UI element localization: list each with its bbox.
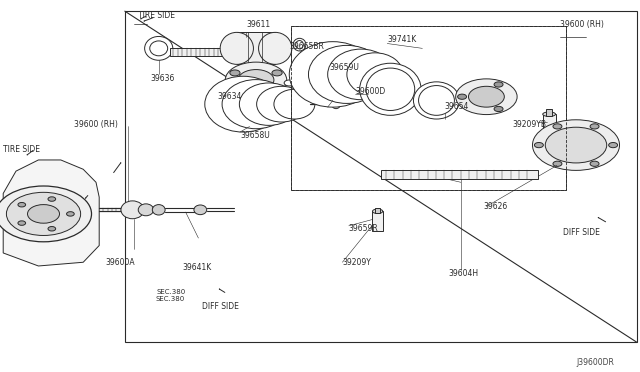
Text: 39658U: 39658U <box>240 131 269 140</box>
Circle shape <box>590 161 599 166</box>
Circle shape <box>553 124 562 129</box>
Ellipse shape <box>328 49 394 100</box>
Text: 39626: 39626 <box>483 202 508 211</box>
Text: 39600 (RH): 39600 (RH) <box>74 120 118 129</box>
Text: 39634: 39634 <box>218 92 242 101</box>
Text: 39611: 39611 <box>246 20 271 29</box>
Ellipse shape <box>152 205 165 215</box>
Circle shape <box>48 227 56 231</box>
Bar <box>375 208 380 213</box>
Circle shape <box>468 86 504 107</box>
Ellipse shape <box>360 63 421 115</box>
Polygon shape <box>3 160 99 266</box>
Circle shape <box>230 70 240 76</box>
Text: DIFF SIDE: DIFF SIDE <box>202 302 239 311</box>
Bar <box>125 11 637 342</box>
Circle shape <box>48 197 56 201</box>
Ellipse shape <box>289 42 376 107</box>
Ellipse shape <box>222 80 290 129</box>
Ellipse shape <box>138 204 154 216</box>
Ellipse shape <box>145 36 173 60</box>
Circle shape <box>590 124 599 129</box>
Text: DIFF SIDE: DIFF SIDE <box>563 228 600 237</box>
Bar <box>546 109 552 116</box>
Ellipse shape <box>543 112 556 116</box>
Text: SEC.380: SEC.380 <box>157 289 186 295</box>
Circle shape <box>553 161 562 166</box>
Ellipse shape <box>296 41 303 49</box>
Circle shape <box>532 120 620 170</box>
Circle shape <box>6 192 81 235</box>
Circle shape <box>18 221 26 225</box>
Ellipse shape <box>274 89 315 119</box>
Text: 39641K: 39641K <box>182 263 212 272</box>
Text: 39659U: 39659U <box>330 63 360 72</box>
Ellipse shape <box>372 209 383 214</box>
Circle shape <box>609 142 618 148</box>
Text: 39741K: 39741K <box>387 35 417 44</box>
Circle shape <box>272 70 282 76</box>
Circle shape <box>545 127 607 163</box>
Bar <box>291 26 566 190</box>
Ellipse shape <box>220 32 253 64</box>
Text: 39604H: 39604H <box>448 269 478 278</box>
Text: 39600 (RH): 39600 (RH) <box>560 20 604 29</box>
Ellipse shape <box>194 205 207 215</box>
Circle shape <box>225 62 287 98</box>
Ellipse shape <box>413 82 460 119</box>
Text: J39600DR: J39600DR <box>577 358 614 367</box>
Circle shape <box>251 91 261 97</box>
Text: 39600D: 39600D <box>355 87 385 96</box>
Circle shape <box>238 70 274 90</box>
Bar <box>170 48 230 56</box>
Ellipse shape <box>308 45 385 103</box>
Text: TIRE SIDE: TIRE SIDE <box>138 12 175 20</box>
Bar <box>237 32 275 64</box>
Ellipse shape <box>121 201 144 219</box>
Text: SEC.380: SEC.380 <box>156 296 185 302</box>
Bar <box>291 26 566 190</box>
Ellipse shape <box>150 41 168 56</box>
Circle shape <box>494 82 503 87</box>
Circle shape <box>28 205 60 223</box>
Circle shape <box>456 79 517 115</box>
Text: 39209YB: 39209YB <box>512 120 546 129</box>
Ellipse shape <box>205 76 282 132</box>
Bar <box>543 114 556 138</box>
Bar <box>381 170 538 179</box>
Ellipse shape <box>259 32 292 64</box>
Text: 39600A: 39600A <box>106 258 135 267</box>
Circle shape <box>458 94 467 99</box>
Ellipse shape <box>257 86 307 122</box>
Circle shape <box>18 202 26 207</box>
Text: 39654: 39654 <box>445 102 469 110</box>
Circle shape <box>494 106 503 112</box>
Ellipse shape <box>293 38 306 51</box>
Text: TIRE SIDE: TIRE SIDE <box>3 145 40 154</box>
Ellipse shape <box>332 100 340 109</box>
Circle shape <box>284 80 294 86</box>
Ellipse shape <box>239 83 298 125</box>
Text: 39636: 39636 <box>150 74 175 83</box>
Circle shape <box>534 142 543 148</box>
Bar <box>372 211 383 231</box>
Text: 39209Y: 39209Y <box>342 258 371 267</box>
Ellipse shape <box>347 53 403 96</box>
Ellipse shape <box>419 86 454 115</box>
Ellipse shape <box>366 68 415 110</box>
Text: 39659R: 39659R <box>349 224 378 233</box>
Circle shape <box>67 212 74 216</box>
Text: 39665BR: 39665BR <box>289 42 324 51</box>
Circle shape <box>0 186 92 242</box>
